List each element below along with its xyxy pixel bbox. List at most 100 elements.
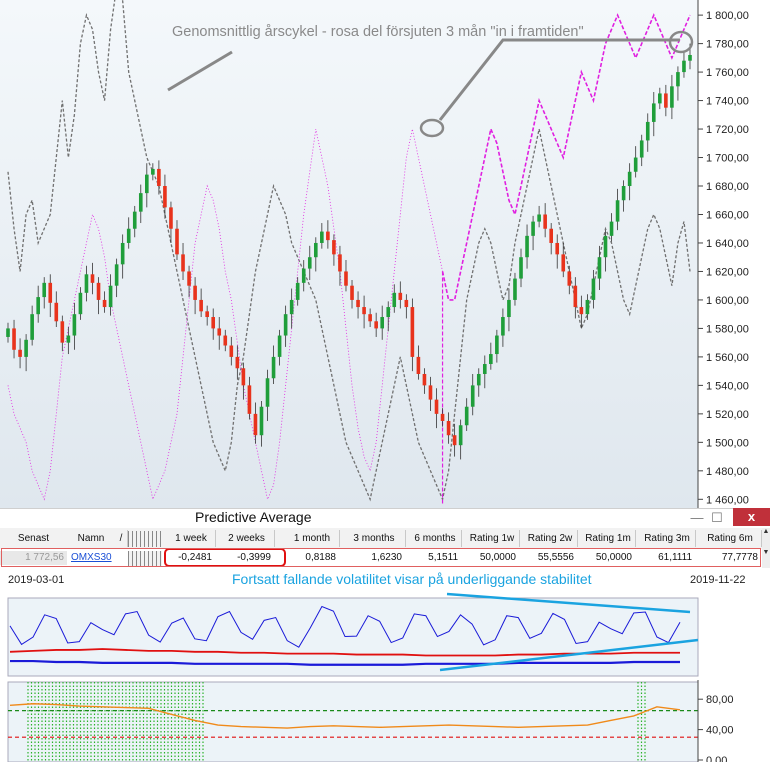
rsi-chart: 80,00 40,00 0,00 (7, 680, 734, 762)
column-header[interactable]: Rating 1m (581, 530, 636, 547)
volatility-chart (7, 592, 699, 677)
candle (30, 305, 34, 346)
candle (78, 287, 83, 320)
cycle-gray-line (7, 0, 691, 502)
candle-body (295, 282, 300, 300)
column-header[interactable]: 3 months (343, 530, 406, 547)
maximize-icon[interactable]: ☐ (711, 510, 723, 525)
candle-body (368, 314, 372, 322)
table-row[interactable] (0, 549, 762, 567)
table-cell: 61,1111 (658, 552, 692, 563)
candle (326, 220, 330, 249)
candle (591, 270, 596, 309)
scroll-up-icon[interactable]: ▲ (762, 528, 770, 535)
trend-line-lower (439, 638, 699, 672)
candle (289, 288, 294, 329)
candle-body (374, 321, 378, 329)
candle (332, 234, 336, 266)
table-cell: 50,0000 (479, 552, 516, 563)
date-start: 2019-03-01 (8, 574, 65, 586)
table-cell: 1 772,56 (0, 551, 67, 565)
candle-body (326, 231, 330, 241)
candle-body (519, 257, 523, 279)
table-cell: 50,0000 (595, 552, 632, 563)
column-header[interactable]: Rating 3m (639, 530, 696, 547)
column-header[interactable]: 1 month (285, 530, 340, 547)
column-resize-grip[interactable] (128, 551, 162, 567)
candle-body (157, 168, 161, 187)
candle (187, 265, 191, 298)
candle (72, 302, 77, 350)
candle (543, 203, 547, 238)
candle-body (356, 299, 360, 308)
candle (658, 87, 662, 110)
rsi-y-tick-label: 0,00 (706, 755, 727, 762)
candle (561, 242, 566, 278)
y-tick-label: 1 680,00 (706, 181, 749, 193)
candle-body (72, 314, 77, 336)
trend-line-upper (446, 592, 691, 614)
candle-body (289, 299, 294, 315)
candle-body (247, 385, 252, 414)
candle-body (639, 140, 644, 158)
candle-body (537, 214, 541, 222)
candle-body (476, 373, 481, 386)
column-resize-grip[interactable] (128, 531, 162, 547)
column-header[interactable]: / (115, 530, 128, 547)
y-tick-label: 1 660,00 (706, 209, 749, 221)
scroll-down-icon[interactable]: ▼ (762, 549, 770, 556)
cycle-pink-history-line (7, 128, 443, 501)
candle (476, 368, 481, 397)
candle-body (561, 254, 566, 272)
column-header[interactable]: 2 weeks (219, 530, 275, 547)
candle-body (633, 157, 638, 172)
candle (645, 113, 650, 152)
column-header[interactable]: Rating 2w (523, 530, 578, 547)
candle-body (193, 285, 197, 300)
close-icon[interactable]: x (733, 508, 770, 526)
candle-body (507, 299, 511, 318)
column-header[interactable]: Namn (67, 530, 116, 547)
candle-body (313, 242, 318, 258)
column-header[interactable]: 1 week (167, 530, 216, 547)
candle-body (332, 240, 336, 255)
candle-body (531, 221, 535, 236)
candle-body (651, 103, 656, 122)
candle-body (12, 328, 16, 350)
date-end: 2019-11-22 (690, 574, 746, 586)
column-header[interactable]: Rating 1w (465, 530, 520, 547)
y-tick-label: 1 580,00 (706, 323, 749, 335)
candle-body (416, 356, 421, 374)
table-cell: 0,8188 (305, 552, 336, 563)
candle (651, 92, 656, 137)
candle (145, 163, 149, 208)
table-scrollbar[interactable]: ▲ ▼ (762, 528, 770, 568)
candle (537, 205, 541, 228)
results-table: Senast Namn/1 week 2 weeks 1 month 3 months 6… (0, 528, 770, 568)
candle (356, 291, 360, 319)
candle-body (169, 207, 173, 229)
candle (120, 234, 125, 279)
candle-body (658, 93, 662, 104)
minimize-icon[interactable]: — (690, 510, 704, 525)
candle-body (591, 278, 596, 300)
candle-body (78, 292, 83, 315)
candle-body (621, 186, 626, 201)
column-header[interactable]: Senast (0, 530, 68, 547)
candle (320, 223, 324, 249)
candle-body (145, 174, 149, 194)
candle (603, 230, 608, 272)
candle-body (676, 72, 680, 87)
candle-body (386, 307, 391, 318)
candle-body (682, 60, 686, 73)
candle-body (664, 93, 668, 108)
candle (519, 248, 523, 288)
candle (555, 234, 560, 269)
column-header[interactable]: 6 months (409, 530, 462, 547)
candle-body (404, 299, 409, 308)
candle-body (138, 193, 143, 212)
candle (90, 262, 95, 295)
candle-body (434, 399, 439, 414)
column-header[interactable]: Rating 6m (699, 530, 762, 547)
candle (235, 345, 240, 380)
